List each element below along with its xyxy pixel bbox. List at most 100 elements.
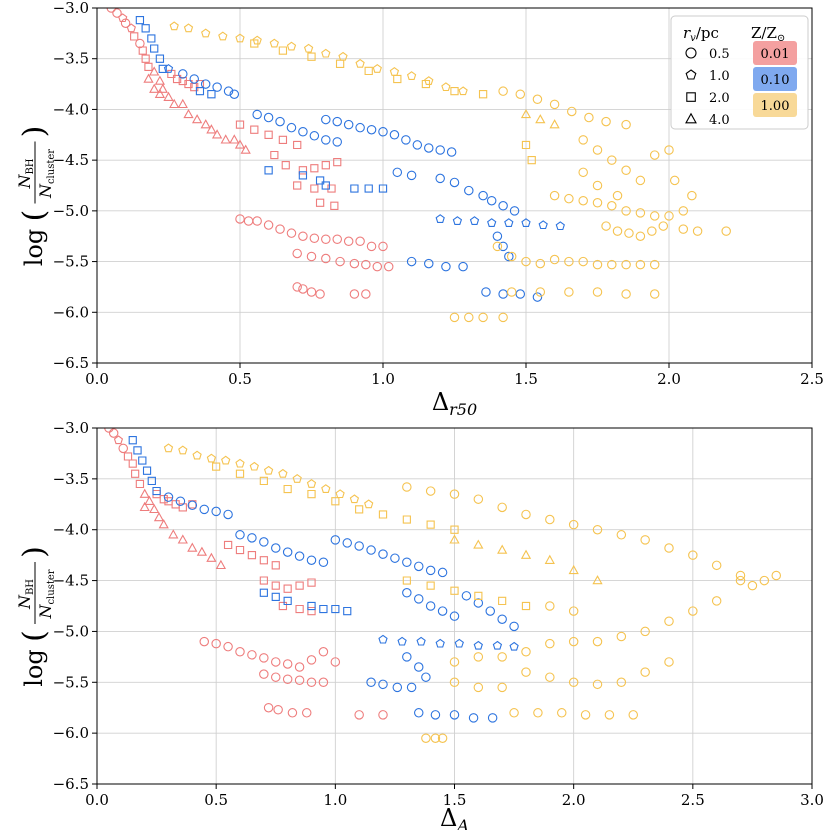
data-point bbox=[549, 99, 560, 110]
data-point bbox=[330, 201, 339, 210]
data-point bbox=[692, 226, 703, 236]
data-point bbox=[240, 144, 251, 154]
data-point bbox=[283, 584, 292, 593]
data-point bbox=[498, 86, 508, 96]
data-point bbox=[527, 156, 536, 165]
data-point bbox=[187, 500, 198, 511]
data-point bbox=[306, 251, 317, 262]
data-point bbox=[486, 195, 497, 206]
y-tick-label: −3.5 bbox=[53, 50, 89, 68]
data-point bbox=[506, 251, 517, 262]
data-point bbox=[450, 87, 459, 96]
data-point bbox=[549, 190, 560, 201]
data-point bbox=[163, 443, 174, 453]
data-point bbox=[664, 657, 674, 667]
legend-rv-header: rv/pc bbox=[683, 24, 719, 44]
data-point bbox=[424, 76, 434, 85]
data-point bbox=[218, 31, 228, 41]
y-tick-label: −6.0 bbox=[53, 303, 89, 321]
data-point bbox=[532, 292, 543, 302]
data-points bbox=[106, 8, 731, 323]
data-point bbox=[607, 155, 617, 165]
x-tick-label: 2.5 bbox=[681, 791, 705, 809]
data-point bbox=[275, 224, 285, 234]
x-tick-label: 2.0 bbox=[657, 370, 681, 388]
data-point bbox=[435, 173, 445, 184]
data-point bbox=[282, 674, 293, 684]
data-point bbox=[235, 545, 245, 555]
data-point bbox=[278, 601, 288, 611]
data-point bbox=[259, 588, 268, 597]
data-point bbox=[498, 289, 508, 299]
data-point bbox=[607, 259, 617, 270]
data-point bbox=[278, 468, 288, 478]
data-point bbox=[264, 130, 273, 139]
data-point bbox=[735, 575, 746, 586]
data-point bbox=[139, 488, 150, 498]
data-point bbox=[592, 180, 603, 191]
data-point bbox=[177, 534, 188, 544]
data-point bbox=[157, 83, 168, 93]
data-point bbox=[286, 122, 297, 133]
data-point bbox=[449, 489, 460, 499]
data-point bbox=[286, 228, 297, 238]
data-point bbox=[592, 524, 603, 535]
data-point bbox=[138, 46, 147, 55]
data-point bbox=[640, 535, 650, 545]
plot-frame bbox=[96, 427, 813, 785]
data-point bbox=[330, 657, 341, 667]
svg-text:(: ( bbox=[17, 630, 52, 642]
data-point bbox=[335, 489, 345, 499]
data-point bbox=[473, 494, 484, 504]
data-point bbox=[178, 69, 188, 79]
data-point bbox=[154, 75, 166, 85]
data-point bbox=[361, 289, 371, 299]
data-point bbox=[649, 289, 660, 299]
svg-text:): ) bbox=[17, 126, 52, 138]
data-point bbox=[130, 32, 139, 41]
data-point bbox=[478, 312, 488, 323]
x-tick-label: 1.0 bbox=[371, 370, 395, 388]
data-point bbox=[393, 74, 402, 84]
data-point bbox=[584, 112, 594, 123]
data-point bbox=[497, 652, 507, 662]
data-point bbox=[504, 218, 514, 227]
svg-text:(: ( bbox=[17, 210, 52, 222]
data-point bbox=[406, 170, 417, 181]
data-point bbox=[187, 542, 198, 552]
data-point bbox=[350, 184, 359, 193]
data-point bbox=[252, 35, 262, 45]
x-tick-label: 1.0 bbox=[323, 791, 347, 809]
data-point bbox=[425, 486, 436, 496]
data-point bbox=[397, 636, 407, 646]
data-point bbox=[286, 41, 297, 51]
data-point bbox=[331, 497, 340, 506]
data-point bbox=[131, 469, 140, 478]
data-point bbox=[206, 552, 217, 562]
data-point bbox=[425, 601, 436, 611]
data-point bbox=[247, 650, 257, 660]
data-point bbox=[229, 134, 240, 144]
data-point bbox=[578, 135, 588, 145]
data-point bbox=[120, 18, 131, 28]
data-point bbox=[270, 150, 279, 160]
data-point bbox=[635, 231, 646, 241]
x-tick-label: 1.5 bbox=[514, 370, 538, 388]
data-point bbox=[401, 135, 411, 145]
data-point bbox=[364, 499, 374, 509]
data-point bbox=[292, 282, 302, 292]
data-point bbox=[390, 553, 400, 563]
data-point bbox=[349, 289, 360, 299]
data-point bbox=[159, 495, 168, 504]
data-point bbox=[294, 675, 305, 686]
data-point bbox=[416, 636, 426, 646]
data-point bbox=[592, 197, 603, 208]
data-point bbox=[578, 256, 588, 267]
data-point bbox=[269, 38, 279, 48]
data-point bbox=[402, 576, 411, 585]
legend-z-swatch bbox=[753, 41, 797, 65]
data-point bbox=[545, 638, 555, 649]
data-point bbox=[413, 708, 424, 718]
data-point bbox=[533, 708, 543, 718]
data-point bbox=[616, 631, 627, 642]
